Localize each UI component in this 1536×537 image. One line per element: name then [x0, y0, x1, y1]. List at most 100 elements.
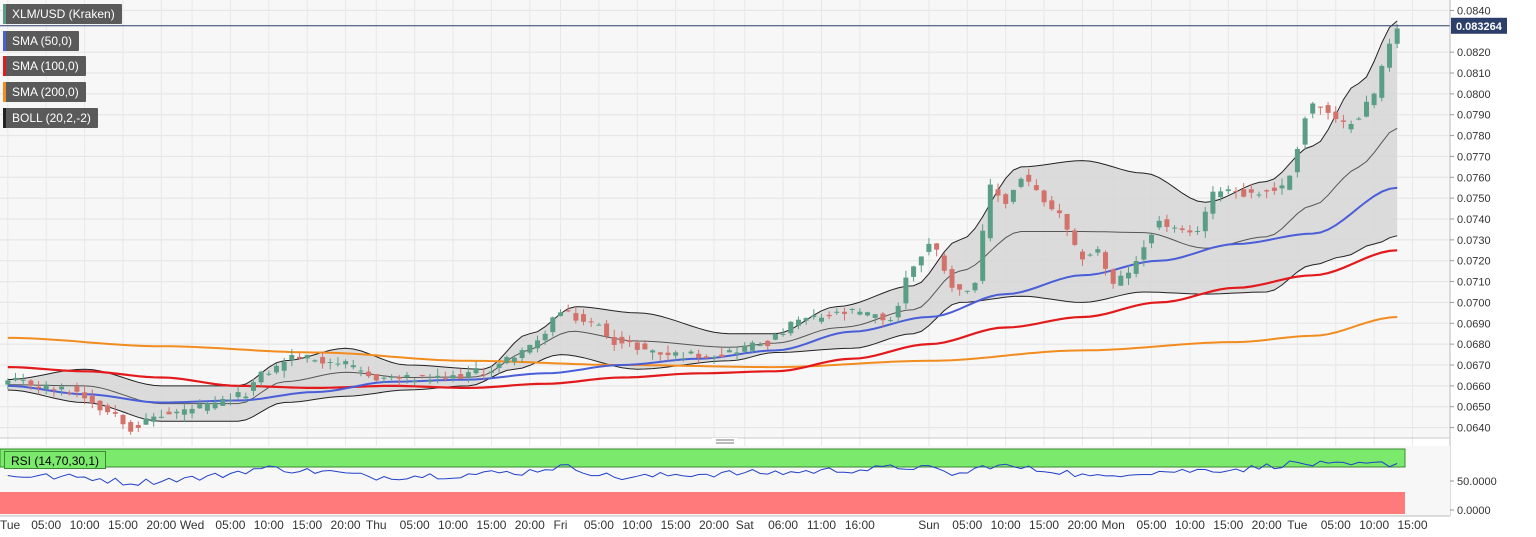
price-tick-label: 0.0760 [1457, 172, 1491, 184]
price-tick-label: 0.0650 [1457, 402, 1491, 414]
candle-body [289, 355, 295, 361]
sma200-tag[interactable]: SMA (200,0) [3, 82, 86, 102]
boll-label: BOLL (20,2,-2) [12, 111, 91, 125]
candle-body [688, 351, 694, 354]
candle-body [918, 256, 924, 266]
candle-body [980, 230, 986, 281]
candle-body [1371, 93, 1377, 106]
candle-body [1333, 111, 1339, 120]
candle-body [5, 380, 11, 385]
time-tick-label: 05:00 [31, 518, 61, 532]
time-tick-label: Tue [1287, 518, 1308, 532]
candle-body [1356, 118, 1362, 120]
candle-body [458, 374, 464, 379]
boll-tag[interactable]: BOLL (20,2,-2) [3, 108, 98, 128]
candle-body [604, 323, 610, 337]
candle-body [1118, 275, 1124, 286]
candle-body [819, 317, 824, 322]
price-tick-label: 0.0810 [1457, 68, 1491, 80]
candle-body [135, 425, 141, 428]
candle-body [803, 317, 809, 321]
time-tick-label: 05:00 [584, 518, 614, 532]
candle-body [473, 368, 479, 374]
time-tick-label: 20:00 [146, 518, 176, 532]
sma100-label: SMA (100,0) [12, 59, 79, 73]
candle-body [327, 362, 333, 363]
candle-body [550, 317, 556, 333]
candle-body [1179, 228, 1185, 230]
candle-body [558, 312, 563, 317]
candle-body [274, 365, 279, 373]
candle-body [634, 342, 640, 350]
rsi-line-group [7, 460, 1398, 486]
candle-body [266, 373, 272, 375]
candle-body [1195, 231, 1201, 232]
candle-body [1264, 190, 1270, 192]
candle-body [796, 319, 801, 326]
candle-body [358, 370, 364, 372]
symbol-tag[interactable]: XLM/USD (Kraken) [3, 4, 122, 24]
pane-resize-handle[interactable] [712, 438, 738, 446]
price-tick-label: 0.0710 [1457, 277, 1491, 289]
candle-body [1325, 105, 1331, 113]
candle-body [366, 371, 372, 377]
candle-body [74, 386, 80, 392]
rsi-overbought-zone [0, 448, 1406, 468]
time-tick-label: 20:00 [331, 518, 361, 532]
candle-body [527, 344, 533, 353]
candle-body [97, 400, 103, 411]
candle-body [120, 415, 126, 425]
price-tick-label: 0.0820 [1457, 47, 1491, 59]
candle-body [542, 333, 548, 341]
candle-body [957, 284, 963, 290]
candle-body [788, 321, 794, 334]
candle-body [1064, 214, 1070, 230]
sma100-swatch [3, 56, 6, 76]
candle-body [496, 363, 502, 368]
candle-body [1202, 211, 1208, 232]
candle-body [711, 357, 717, 359]
candle-body [888, 320, 894, 322]
candle-body [995, 189, 1001, 196]
candle-body [903, 277, 909, 304]
candle-body [1379, 66, 1385, 98]
time-tick-label: 10:00 [622, 518, 652, 532]
time-tick-label: 20:00 [1252, 518, 1282, 532]
candle-body [212, 402, 218, 409]
sma100-tag[interactable]: SMA (100,0) [3, 56, 86, 76]
candle-body [1364, 101, 1369, 117]
time-tick-label: 15:00 [1029, 518, 1059, 532]
sma50-tag[interactable]: SMA (50,0) [3, 31, 80, 51]
candle-body [389, 376, 395, 378]
candle-body [1241, 189, 1247, 197]
candle-body [51, 389, 57, 391]
time-tick-label: 10:00 [1175, 518, 1205, 532]
time-tick-label: Fri [553, 518, 567, 532]
resize-handle-bg[interactable] [712, 438, 738, 446]
candle-body [1164, 219, 1170, 227]
candle-body [1141, 247, 1147, 260]
candle-body [872, 314, 878, 318]
rsi-tag[interactable]: RSI (14,70,30,1) [4, 451, 107, 469]
candle-body [519, 350, 525, 358]
candle-body [650, 350, 656, 353]
candle-body [757, 345, 763, 347]
candle-body [1233, 191, 1239, 193]
candle-body [535, 340, 540, 349]
candle-body [642, 343, 648, 350]
candles [5, 24, 1400, 435]
candle-body [1087, 254, 1093, 256]
candle-body [427, 380, 433, 382]
time-tick-label: 11:00 [807, 518, 836, 532]
candle-body [28, 380, 34, 386]
candle-body [880, 313, 886, 321]
time-tick-label: 15:00 [292, 518, 322, 532]
candle-body [719, 354, 725, 358]
candle-body [627, 340, 633, 343]
time-axis: Tue 05:00 10:00 15:00 20:00 Wed 05:00 10:00 15:0… [0, 515, 1450, 532]
candle-body [243, 396, 249, 399]
boll-swatch [3, 108, 6, 128]
candle-body [1294, 149, 1300, 173]
candle-body [1302, 118, 1308, 145]
candle-body [1348, 124, 1354, 130]
